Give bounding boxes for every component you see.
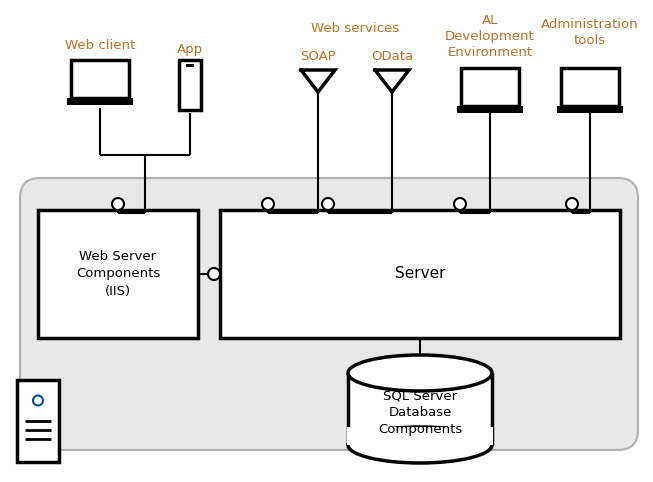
Circle shape	[454, 198, 466, 210]
Ellipse shape	[348, 355, 492, 391]
Bar	[67, 103, 133, 105]
Bar	[456, 106, 523, 111]
Text: Web client: Web client	[65, 39, 135, 52]
Circle shape	[262, 198, 274, 210]
Text: Web Server
Components
(IIS): Web Server Components (IIS)	[76, 251, 160, 297]
Bar	[220, 210, 620, 338]
Text: Server: Server	[395, 267, 445, 281]
Circle shape	[33, 396, 43, 405]
Bar	[38, 210, 198, 338]
Polygon shape	[301, 70, 335, 92]
Circle shape	[566, 198, 578, 210]
Ellipse shape	[348, 427, 492, 463]
Circle shape	[208, 268, 220, 280]
Bar	[556, 106, 624, 111]
Text: Web services: Web services	[311, 22, 399, 35]
Circle shape	[112, 198, 124, 210]
FancyBboxPatch shape	[20, 178, 638, 450]
Polygon shape	[375, 70, 409, 92]
Bar	[71, 60, 129, 98]
Bar	[561, 68, 619, 106]
Text: SQL Server
Database
Components: SQL Server Database Components	[378, 389, 462, 437]
Text: Administration
tools: Administration tools	[541, 18, 639, 47]
Bar	[556, 111, 624, 113]
Bar	[456, 111, 523, 113]
Bar	[461, 68, 519, 106]
Bar	[67, 98, 133, 103]
Text: App: App	[177, 43, 203, 56]
Bar	[348, 373, 492, 445]
Bar	[17, 380, 59, 462]
Bar	[186, 64, 194, 67]
Bar	[347, 427, 493, 445]
Text: AL
Development
Environment: AL Development Environment	[445, 14, 535, 59]
Circle shape	[322, 198, 334, 210]
Text: OData: OData	[371, 50, 413, 63]
Bar	[179, 60, 201, 110]
Text: SOAP: SOAP	[300, 50, 336, 63]
